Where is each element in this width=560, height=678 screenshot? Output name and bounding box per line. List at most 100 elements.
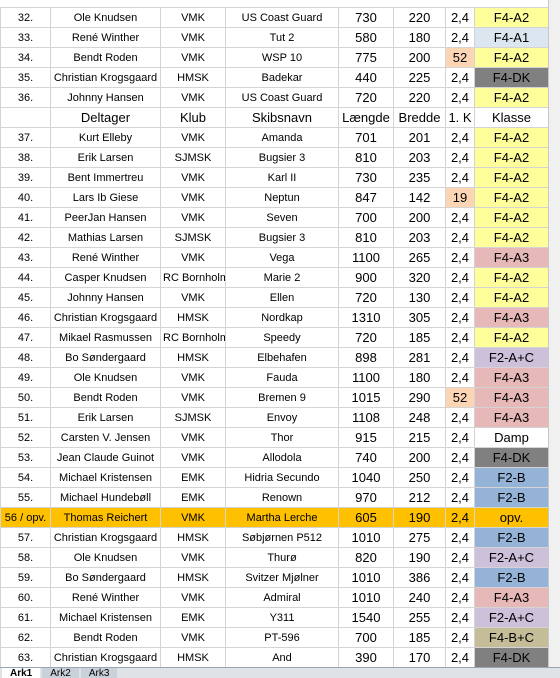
cell[interactable]: F2-B bbox=[474, 487, 549, 508]
cell[interactable]: 2,4 bbox=[445, 347, 475, 368]
cell[interactable]: Mikael Rasmussen bbox=[50, 327, 161, 348]
cell[interactable]: René Winther bbox=[50, 587, 161, 608]
cell[interactable]: VMK bbox=[160, 127, 226, 148]
cell[interactable]: 700 bbox=[338, 627, 394, 648]
cell[interactable]: Thurø bbox=[225, 547, 339, 568]
cell[interactable]: Karl II bbox=[225, 167, 339, 188]
cell[interactable]: 52 bbox=[445, 47, 475, 68]
cell[interactable]: 1. K bbox=[445, 107, 475, 128]
cell[interactable]: F2-B bbox=[474, 567, 549, 588]
cell[interactable]: F4-A2 bbox=[474, 7, 549, 28]
cell[interactable]: Fauda bbox=[225, 367, 339, 388]
cell[interactable]: F4-A1 bbox=[474, 27, 549, 48]
cell[interactable]: WSP 10 bbox=[225, 47, 339, 68]
cell[interactable]: 47. bbox=[0, 327, 51, 348]
cell[interactable]: 915 bbox=[338, 427, 394, 448]
cell[interactable]: F4-A2 bbox=[474, 327, 549, 348]
cell[interactable]: 1015 bbox=[338, 387, 394, 408]
cell[interactable]: 200 bbox=[393, 447, 446, 468]
cell[interactable]: VMK bbox=[160, 627, 226, 648]
cell[interactable]: 900 bbox=[338, 267, 394, 288]
cell[interactable]: 2,4 bbox=[445, 547, 475, 568]
cell[interactable]: F4-A3 bbox=[474, 367, 549, 388]
cell[interactable]: F4-A2 bbox=[474, 207, 549, 228]
cell[interactable]: 200 bbox=[393, 207, 446, 228]
cell[interactable]: Y311 bbox=[225, 607, 339, 628]
cell[interactable]: 235 bbox=[393, 167, 446, 188]
cell[interactable]: 49. bbox=[0, 367, 51, 388]
cell[interactable]: 720 bbox=[338, 87, 394, 108]
cell[interactable]: F4-A2 bbox=[474, 187, 549, 208]
cell[interactable]: 48. bbox=[0, 347, 51, 368]
cell[interactable]: Neptun bbox=[225, 187, 339, 208]
cell[interactable]: 605 bbox=[338, 507, 394, 528]
cell[interactable]: 320 bbox=[393, 267, 446, 288]
cell[interactable]: 265 bbox=[393, 247, 446, 268]
cell[interactable]: 2,4 bbox=[445, 27, 475, 48]
cell[interactable]: VMK bbox=[160, 587, 226, 608]
cell[interactable]: VMK bbox=[160, 387, 226, 408]
cell[interactable]: F4-A2 bbox=[474, 227, 549, 248]
cell[interactable]: 19 bbox=[445, 187, 475, 208]
cell[interactable]: US Coast Guard bbox=[225, 87, 339, 108]
cell[interactable]: 390 bbox=[338, 647, 394, 668]
cell[interactable]: 52. bbox=[0, 427, 51, 448]
cell[interactable]: 775 bbox=[338, 47, 394, 68]
cell[interactable]: EMK bbox=[160, 487, 226, 508]
cell[interactable]: 220 bbox=[393, 7, 446, 28]
cell[interactable]: Længde bbox=[338, 107, 394, 128]
cell[interactable]: PT-596 bbox=[225, 627, 339, 648]
cell[interactable]: Vega bbox=[225, 247, 339, 268]
cell[interactable]: 2,4 bbox=[445, 307, 475, 328]
cell[interactable]: Kurt Elleby bbox=[50, 127, 161, 148]
cell[interactable]: F4-A3 bbox=[474, 307, 549, 328]
cell[interactable]: 33. bbox=[0, 27, 51, 48]
cell[interactable]: 2,4 bbox=[445, 607, 475, 628]
cell[interactable]: Tut 2 bbox=[225, 27, 339, 48]
cell[interactable]: VMK bbox=[160, 287, 226, 308]
cell[interactable]: Elbehafen bbox=[225, 347, 339, 368]
cell[interactable]: F4-A2 bbox=[474, 167, 549, 188]
cell[interactable]: Bo Søndergaard bbox=[50, 567, 161, 588]
cell[interactable]: 200 bbox=[393, 47, 446, 68]
cell[interactable]: 1540 bbox=[338, 607, 394, 628]
cell[interactable]: Renown bbox=[225, 487, 339, 508]
cell[interactable]: René Winther bbox=[50, 247, 161, 268]
cell[interactable]: Damp bbox=[474, 427, 549, 448]
cell[interactable]: 2,4 bbox=[445, 447, 475, 468]
cell[interactable]: Ole Knudsen bbox=[50, 367, 161, 388]
cell[interactable]: 190 bbox=[393, 547, 446, 568]
cell[interactable]: 847 bbox=[338, 187, 394, 208]
sheet-tab[interactable]: Ark1 bbox=[2, 668, 41, 678]
cell[interactable]: Erik Larsen bbox=[50, 407, 161, 428]
cell[interactable]: 281 bbox=[393, 347, 446, 368]
cell[interactable]: VMK bbox=[160, 167, 226, 188]
cell[interactable]: F2-B bbox=[474, 527, 549, 548]
cell[interactable]: Christian Krogsgaard bbox=[50, 307, 161, 328]
cell[interactable]: Casper Knudsen bbox=[50, 267, 161, 288]
cell[interactable]: F4-A2 bbox=[474, 287, 549, 308]
cell[interactable]: Allodola bbox=[225, 447, 339, 468]
cell[interactable]: Admiral bbox=[225, 587, 339, 608]
cell[interactable]: PeerJan Hansen bbox=[50, 207, 161, 228]
cell[interactable]: 2,4 bbox=[445, 467, 475, 488]
cell[interactable]: 2,4 bbox=[445, 587, 475, 608]
cell[interactable]: 170 bbox=[393, 647, 446, 668]
cell[interactable]: 250 bbox=[393, 467, 446, 488]
cell[interactable]: Lars Ib Giese bbox=[50, 187, 161, 208]
cell[interactable]: Skibsnavn bbox=[225, 107, 339, 128]
cell[interactable]: 62. bbox=[0, 627, 51, 648]
cell[interactable]: 2,4 bbox=[445, 627, 475, 648]
cell[interactable]: 201 bbox=[393, 127, 446, 148]
cell[interactable]: SJMSK bbox=[160, 407, 226, 428]
cell[interactable]: Christian Krogsgaard bbox=[50, 67, 161, 88]
cell[interactable]: 58. bbox=[0, 547, 51, 568]
cell[interactable]: F4-B+C bbox=[474, 627, 549, 648]
cell[interactable]: 305 bbox=[393, 307, 446, 328]
cell[interactable]: Carsten V. Jensen bbox=[50, 427, 161, 448]
cell[interactable]: 701 bbox=[338, 127, 394, 148]
cell[interactable]: 2,4 bbox=[445, 67, 475, 88]
cell[interactable]: Bremen 9 bbox=[225, 387, 339, 408]
cell[interactable]: 37. bbox=[0, 127, 51, 148]
cell[interactable]: 740 bbox=[338, 447, 394, 468]
